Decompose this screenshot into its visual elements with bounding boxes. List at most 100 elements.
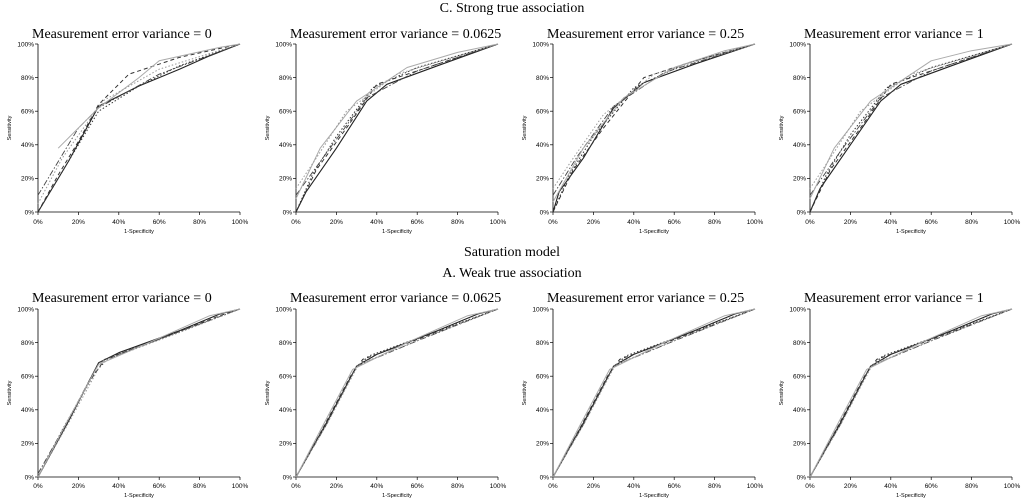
- roc-curve-5: [57, 43, 241, 149]
- x-axis-label: 1-Specificity: [896, 229, 926, 235]
- roc-panel-2: Measurement error variance = 0.0625 0% 20%…: [265, 27, 507, 235]
- roc-curve-1: [809, 308, 1013, 478]
- x-tick-label: 40%: [884, 483, 897, 490]
- panel-title: Measurement error variance = 1: [804, 291, 984, 306]
- y-tick-label: 100%: [275, 306, 292, 313]
- x-tick-label: 40%: [112, 219, 125, 226]
- y-axis-label: Sensitivity: [7, 115, 13, 140]
- roc-curve-5: [809, 308, 1013, 478]
- y-tick-label: 40%: [793, 407, 806, 414]
- y-tick-label: 40%: [793, 142, 806, 149]
- panel-title: Measurement error variance = 1: [804, 27, 984, 42]
- x-tick-label: 80%: [193, 219, 206, 226]
- y-axis-label: Sensitivity: [265, 380, 271, 405]
- roc-panel-6: Measurement error variance = 0.0625 0% 20%…: [265, 291, 507, 499]
- roc-curve-4: [809, 308, 1013, 478]
- y-axis-label: Sensitivity: [779, 115, 785, 140]
- y-tick-label: 20%: [536, 441, 549, 448]
- x-tick-label: 80%: [708, 219, 721, 226]
- y-tick-label: 0%: [540, 209, 550, 216]
- y-tick-label: 80%: [21, 75, 34, 82]
- y-tick-label: 100%: [17, 306, 34, 313]
- x-tick-label: 100%: [1004, 483, 1021, 490]
- x-tick-label: 20%: [587, 483, 600, 490]
- y-axis-label: Sensitivity: [779, 380, 785, 405]
- y-tick-label: 40%: [279, 407, 292, 414]
- roc-curve-5: [295, 43, 499, 199]
- x-tick-label: 100%: [1004, 219, 1021, 226]
- roc-curve-2: [809, 308, 1013, 478]
- roc-curve-4: [295, 43, 499, 196]
- y-axis-label: Sensitivity: [7, 380, 13, 405]
- x-tick-label: 20%: [330, 483, 343, 490]
- roc-curve-6: [37, 308, 241, 478]
- roc-curve-1: [295, 43, 499, 213]
- y-tick-label: 80%: [536, 340, 549, 347]
- roc-curve-3: [552, 43, 756, 213]
- roc-curve-6: [37, 43, 241, 204]
- roc-curve-4: [552, 43, 756, 196]
- y-tick-label: 80%: [279, 75, 292, 82]
- x-tick-label: 20%: [844, 219, 857, 226]
- x-tick-label: 0%: [548, 483, 558, 490]
- x-tick-label: 0%: [805, 483, 815, 490]
- roc-curve-2: [295, 308, 499, 478]
- roc-curve-1: [295, 308, 499, 478]
- x-tick-label: 60%: [411, 483, 424, 490]
- roc-curve-2: [552, 308, 756, 478]
- x-tick-label: 60%: [925, 219, 938, 226]
- roc-curve-1: [37, 43, 241, 213]
- roc-curve-5: [552, 308, 756, 478]
- x-axis-label: 1-Specificity: [124, 229, 154, 235]
- panel-title: Measurement error variance = 0: [32, 291, 212, 306]
- x-tick-label: 0%: [805, 219, 815, 226]
- y-tick-label: 20%: [21, 176, 34, 183]
- roc-curve-2: [552, 43, 756, 213]
- x-tick-label: 60%: [925, 483, 938, 490]
- x-axis-label: 1-Specificity: [639, 229, 669, 235]
- roc-curve-3: [37, 43, 241, 213]
- roc-panel-4: Measurement error variance = 1 0% 20% 40% 60…: [779, 27, 1021, 235]
- roc-curve-5: [552, 43, 756, 203]
- y-tick-label: 0%: [283, 474, 293, 481]
- y-tick-label: 40%: [21, 407, 34, 414]
- roc-curve-1: [552, 308, 756, 478]
- y-tick-label: 20%: [21, 441, 34, 448]
- x-tick-label: 60%: [668, 483, 681, 490]
- y-tick-label: 0%: [25, 209, 35, 216]
- y-tick-label: 60%: [793, 374, 806, 381]
- y-axis-label: Sensitivity: [522, 115, 528, 140]
- roc-curve-3: [809, 308, 1013, 478]
- roc-panel-5: Measurement error variance = 0 0% 20% 40% 60…: [7, 291, 249, 499]
- panel-title: Measurement error variance = 0: [32, 27, 212, 42]
- x-tick-label: 60%: [668, 219, 681, 226]
- y-tick-label: 0%: [283, 209, 293, 216]
- y-tick-label: 40%: [279, 142, 292, 149]
- panel-title: Measurement error variance = 0.25: [547, 27, 744, 42]
- x-tick-label: 100%: [232, 483, 249, 490]
- roc-curve-4: [552, 308, 756, 478]
- y-tick-label: 0%: [540, 474, 550, 481]
- y-tick-label: 20%: [279, 176, 292, 183]
- y-tick-label: 20%: [793, 441, 806, 448]
- x-axis-label: 1-Specificity: [382, 229, 412, 235]
- roc-curve-4: [295, 308, 499, 478]
- roc-curve-3: [37, 308, 241, 478]
- roc-panel-7: Measurement error variance = 0.25 0% 20% 40…: [522, 291, 764, 499]
- roc-curve-5: [295, 308, 499, 478]
- x-tick-label: 40%: [370, 483, 383, 490]
- roc-curve-5: [809, 43, 1013, 199]
- y-tick-label: 100%: [789, 41, 806, 48]
- x-tick-label: 100%: [747, 219, 764, 226]
- roc-curve-2: [295, 43, 499, 213]
- y-tick-label: 60%: [793, 109, 806, 116]
- x-tick-label: 20%: [72, 483, 85, 490]
- section-heading-strong: C. Strong true association: [439, 1, 585, 16]
- x-tick-label: 100%: [232, 219, 249, 226]
- x-tick-label: 100%: [490, 219, 507, 226]
- y-tick-label: 0%: [797, 209, 807, 216]
- roc-curve-2: [37, 308, 241, 478]
- roc-curve-6: [552, 43, 756, 189]
- x-tick-label: 20%: [844, 483, 857, 490]
